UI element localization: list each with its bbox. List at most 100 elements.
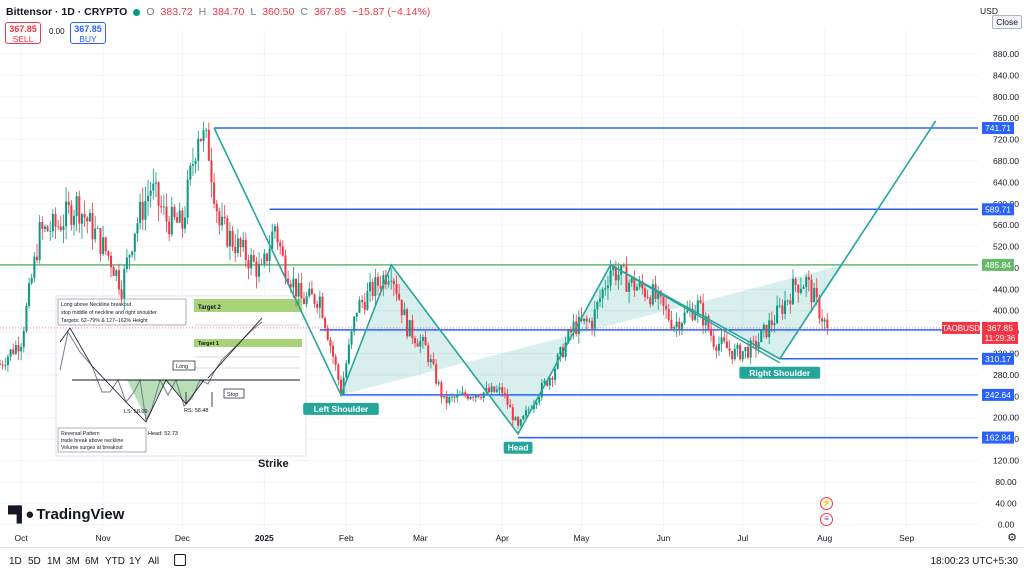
candle-body-91 [239,238,242,248]
candle-body-80 [210,160,213,183]
candle-body-52 [136,223,139,234]
candle-body-9 [22,331,25,348]
candle-body-99 [260,263,263,265]
y-tick-label-11: 440.00 [993,284,1019,294]
candle-body-197 [519,419,522,426]
close-button[interactable]: Close [992,15,1022,29]
candle-body-300 [791,278,794,305]
timeframe-all[interactable]: All [148,556,160,567]
candle-body-229 [604,288,607,290]
candle-body-44 [115,270,118,277]
candle-body-115 [302,298,305,304]
candle-body-18 [46,226,49,232]
candle-body-118 [310,288,313,295]
candle-body-302 [797,284,800,293]
candle-body-228 [601,289,604,299]
candle-body-56 [147,195,150,202]
timeframe-1d[interactable]: 1D [9,556,22,567]
candle-body-58 [152,183,155,191]
sell-button[interactable]: 367.85 SELL [5,22,41,44]
candle-body-128 [337,364,340,380]
pattern-label-box-1 [503,441,533,454]
candle-body-41 [107,251,110,256]
timeframe-3m[interactable]: 3M [66,556,80,567]
candle-body-127 [334,356,337,365]
candle-body-37 [96,228,99,229]
timeframe-1y[interactable]: 1Y [129,556,142,567]
candle-body-210 [554,368,557,380]
candle-body-236 [622,265,625,267]
candle-body-101 [265,253,268,261]
candle-body-223 [588,320,591,322]
gear-icon[interactable]: ⚙ [1007,532,1017,544]
timeframe-5d[interactable]: 5D [28,556,41,567]
candle-body-100 [263,253,266,265]
pattern-inset-image: Target 2 Target 1 Long above Neckline br… [55,295,307,470]
candle-body-216 [569,330,572,333]
pattern-label-0: Left Shoulder [314,404,369,414]
candle-body-170 [448,396,451,404]
price-axis[interactable]: 0.0040.0080.00120.00160.00200.00240.0028… [993,49,1019,530]
tradingview-logo-icon: ▀▌● [8,506,34,523]
candle-body-141 [371,281,374,297]
buy-button[interactable]: 367.85 BUY [70,22,106,44]
inset-target1-label: Target 1 [198,341,219,347]
candle-body-87 [228,230,231,247]
x-tick-label-9: Jul [737,533,748,543]
candle-body-166 [437,382,440,384]
timeframe-ytd[interactable]: YTD [105,556,125,567]
candle-body-15 [38,222,41,261]
inset-head-label: Head: 52.73 [148,431,178,437]
candle-body-36 [94,228,97,240]
candle-body-139 [366,291,369,310]
candle-body-73 [191,164,194,166]
candle-body-221 [583,318,586,321]
time-axis[interactable]: Oct Nov Dec 2025 Feb Mar Apr May Jun Jul Aug Sep [15,533,915,543]
candle-body-259 [683,312,686,324]
level-tag-0 [982,122,1014,135]
candle-body-98 [258,263,261,277]
candle-body-293 [773,323,776,326]
candle-body-25 [65,201,68,227]
candle-body-276 [728,348,731,351]
candle-body-77 [202,130,205,141]
lightning-event-icon[interactable]: ⚡ [820,497,833,510]
clock[interactable]: 18:00:23 UTC+5:30 [930,556,1018,567]
y-tick-label-3: 120.00 [993,455,1019,465]
level-tag-label-6: 162.84 [985,433,1011,443]
candle-body-307 [810,279,813,303]
symbol-title[interactable]: Bittensor · 1D · CRYPTO [6,6,128,18]
candle-body-16 [41,222,44,230]
candle-body-138 [363,302,366,310]
candle-body-232 [612,266,615,271]
candle-body-125 [329,339,332,346]
x-tick-label-11: Sep [899,533,914,543]
candle-body-8 [20,347,23,352]
y-tick-label-20: 800.00 [993,92,1019,102]
price-tags: 741.71589.71485.84364.31310.17242.64162.… [0,122,1018,444]
spread-value: 0.00 [49,27,65,36]
currency-selector[interactable]: USD [980,6,998,16]
candle-body-188 [495,389,498,392]
candle-body-189 [498,387,501,390]
timeframe-6m[interactable]: 6M [85,556,99,567]
candle-body-112 [295,278,298,297]
candle-body-54 [141,201,144,220]
timeframe-1m[interactable]: 1M [47,556,61,567]
candle-body-246 [649,297,652,305]
candle-body-19 [49,231,52,233]
candle-body-181 [477,395,480,398]
candle-body-203 [535,402,538,405]
change-value: −15.87 (−4.14%) [352,6,431,18]
symbol-tag-label: TAOBUSD [942,324,980,333]
inset-stop-box [223,388,245,399]
calendar-icon[interactable] [174,554,186,566]
candle-body-2 [4,365,7,367]
candle-body-195 [514,417,517,421]
candle-body-206 [543,380,546,383]
inset-caption-top-3: Targets: 62–79% & 127–162% Height [61,318,148,324]
us-flag-event-icon[interactable]: ≡ [820,513,833,526]
candle-body-193 [509,404,512,408]
candle-body-196 [517,417,520,426]
